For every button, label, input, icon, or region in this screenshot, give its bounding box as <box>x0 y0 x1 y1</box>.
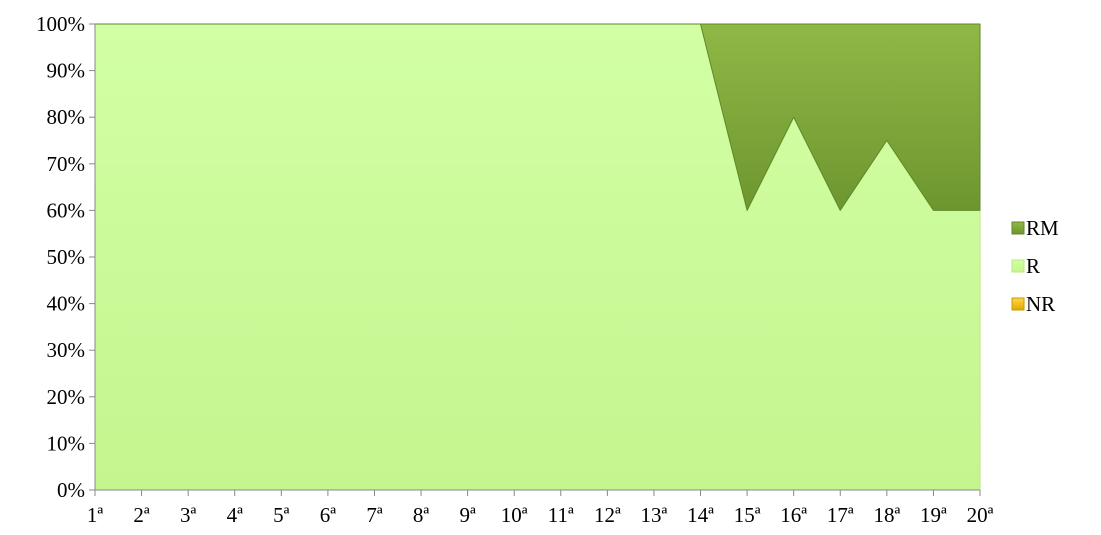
y-tick-label: 100% <box>36 12 85 36</box>
plot-area <box>94 23 981 491</box>
x-tick-label: 6ª <box>320 503 337 527</box>
x-tick-label: 19ª <box>920 503 947 527</box>
legend-item-nr: NR <box>1011 292 1055 316</box>
y-tick-label: 90% <box>47 59 86 83</box>
x-tick-label: 16ª <box>780 503 807 527</box>
legend-item-rm: RM <box>1011 216 1059 240</box>
axes: 0% 10% 20% 30% 40% 50% 60% 70% 80% 90% 100% 1ª 2ª 3ª 4… <box>36 12 994 527</box>
y-tick-label: 70% <box>47 152 86 176</box>
legend-swatch <box>1011 297 1025 311</box>
legend-swatch <box>1011 259 1025 273</box>
legend-label: RM <box>1026 216 1059 240</box>
y-tick-label: 10% <box>47 431 86 455</box>
y-tick-label: 0% <box>57 478 85 502</box>
y-tick-label: 60% <box>47 198 86 222</box>
legend: RM R NR <box>1011 216 1059 316</box>
y-tick-label: 20% <box>47 385 86 409</box>
y-tick-label: 80% <box>47 105 86 129</box>
legend-label: R <box>1026 254 1040 278</box>
x-tick-label: 13ª <box>641 503 668 527</box>
x-tick-label: 5ª <box>273 503 290 527</box>
x-tick-label: 12ª <box>594 503 621 527</box>
x-tick-label: 11ª <box>548 503 574 527</box>
y-tick-label: 40% <box>47 292 86 316</box>
x-tick-label: 17ª <box>827 503 854 527</box>
x-tick-label: 9ª <box>459 503 476 527</box>
x-tick-label: 8ª <box>413 503 430 527</box>
x-tick-label: 4ª <box>227 503 244 527</box>
x-tick-label: 1ª <box>87 503 104 527</box>
x-tick-label: 20ª <box>967 503 994 527</box>
y-tick-label: 30% <box>47 338 86 362</box>
x-tick-label: 7ª <box>366 503 383 527</box>
legend-swatch <box>1011 221 1025 235</box>
y-tick-label: 50% <box>47 245 86 269</box>
x-tick-label: 2ª <box>133 503 150 527</box>
legend-label: NR <box>1026 292 1055 316</box>
legend-item-r: R <box>1011 254 1040 278</box>
x-tick-label: 15ª <box>734 503 761 527</box>
x-tick-label: 18ª <box>873 503 900 527</box>
x-tick-label: 3ª <box>180 503 197 527</box>
x-tick-label: 14ª <box>687 503 714 527</box>
x-tick-label: 10ª <box>501 503 528 527</box>
area-series-rm <box>94 23 981 211</box>
